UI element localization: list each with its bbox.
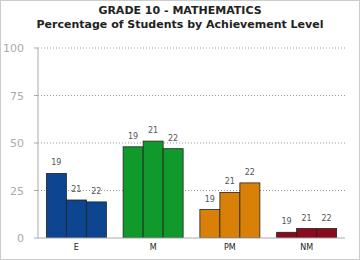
- series-label: 19: [51, 158, 61, 167]
- x-tick-label: M: [150, 243, 157, 252]
- series-label: 21: [148, 126, 158, 135]
- tick-mark: [34, 48, 38, 49]
- y-tick-label: 75: [10, 90, 24, 103]
- bar: [143, 141, 163, 238]
- series-label: 22: [245, 168, 255, 177]
- bar: [163, 149, 183, 238]
- y-axis: [38, 48, 39, 238]
- bar: [220, 192, 240, 238]
- bar: [86, 202, 106, 238]
- series-label: 22: [168, 134, 178, 143]
- grid-line: [38, 95, 345, 96]
- grid-line: [38, 190, 345, 191]
- series-label: 19: [205, 195, 215, 204]
- series-label: 21: [225, 177, 235, 186]
- bar: [66, 200, 86, 238]
- grid-line: [38, 143, 345, 144]
- x-tick-label: E: [74, 243, 79, 252]
- tick-mark: [34, 143, 38, 144]
- chart-container: GRADE 10 - MATHEMATICSPercentage of Stud…: [0, 0, 360, 260]
- bar-labels: 19 21 22 19 21 22 19 21 22 19 21 22: [51, 126, 331, 226]
- series-label: 22: [91, 187, 101, 196]
- tick-mark: [34, 190, 38, 191]
- y-tick-label: 50: [10, 137, 24, 150]
- tick-mark: [34, 238, 38, 239]
- title: GRADE 10 - MATHEMATICS: [98, 4, 261, 17]
- y-tick-label: 0: [17, 232, 24, 245]
- series-label: 21: [302, 214, 312, 223]
- series-label: 22: [322, 214, 332, 223]
- bar: [200, 210, 220, 239]
- bars: [46, 141, 336, 238]
- bar: [46, 173, 66, 238]
- subtitle: Percentage of Students by Achievement Le…: [37, 18, 324, 31]
- x-tick-label: PM: [224, 243, 236, 252]
- x-tick-label: NM: [300, 243, 313, 252]
- bar: [123, 147, 143, 238]
- series-label: 19: [128, 132, 138, 141]
- chart: GRADE 10 - MATHEMATICSPercentage of Stud…: [0, 0, 360, 260]
- bar: [277, 232, 297, 238]
- bar: [297, 229, 317, 239]
- series-label: 21: [71, 185, 81, 194]
- x-axis: [38, 238, 345, 239]
- y-tick-label: 25: [10, 185, 24, 198]
- tick-mark: [34, 95, 38, 96]
- series-label: 19: [282, 217, 292, 226]
- background: [1, 1, 360, 260]
- bar: [240, 183, 260, 238]
- bar: [317, 229, 337, 239]
- grid-line: [38, 48, 345, 49]
- y-tick-label: 100: [3, 42, 24, 55]
